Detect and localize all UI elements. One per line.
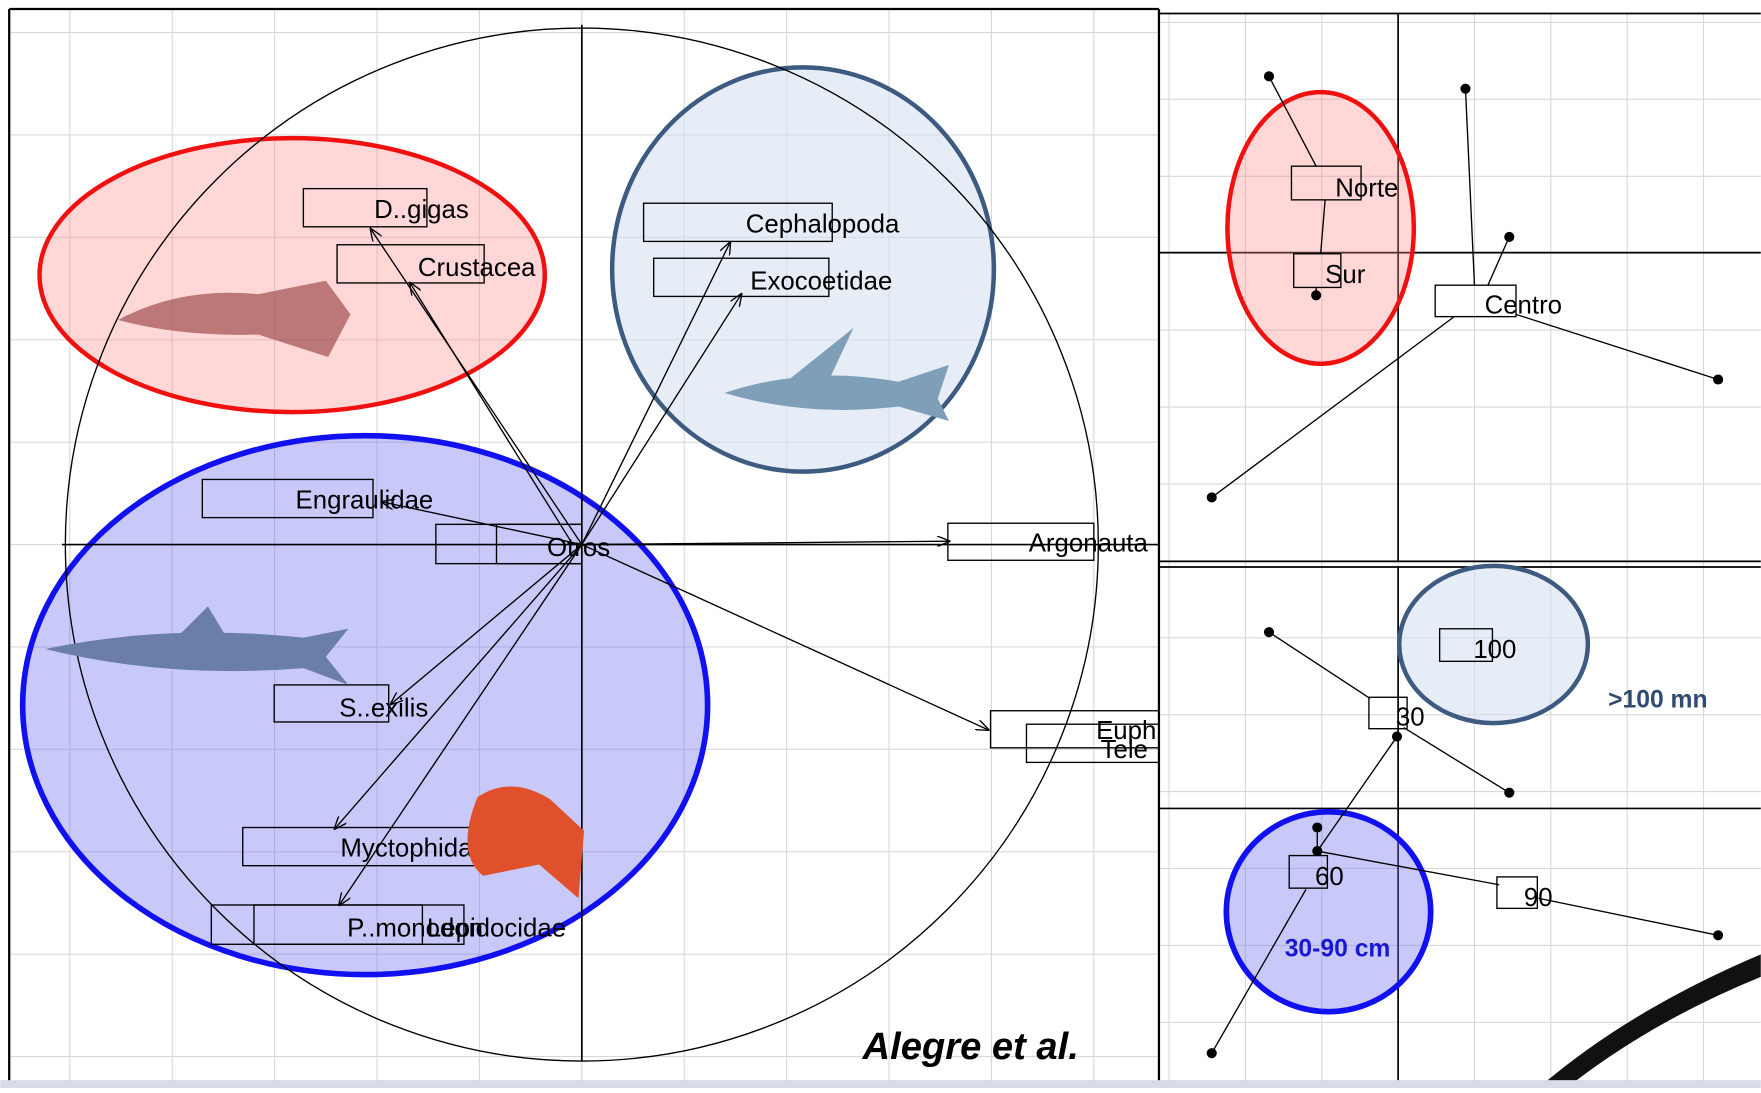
variable-label: Crustacea	[418, 254, 536, 282]
size-label: 60	[1315, 863, 1344, 891]
variable-label: Otros	[547, 534, 610, 562]
zone-label: Sur	[1325, 261, 1366, 289]
zone-panel: Norte Sur Centro	[1158, 12, 1761, 563]
variable-label: Lepidocidae	[427, 914, 566, 942]
variable-label: Myctophidae	[340, 835, 486, 863]
variable-label: Exocoetidae	[750, 268, 892, 296]
zone-label: Norte	[1335, 174, 1398, 202]
variable-label: Tele	[1101, 736, 1148, 764]
cluster-red	[37, 135, 548, 415]
arrows	[335, 229, 988, 905]
annotation: >100 mn	[1608, 686, 1708, 713]
credit: Alegre et al.	[862, 1025, 1079, 1068]
annotation: 30-90 cm	[1285, 936, 1391, 963]
variable-label: P..monodon	[347, 914, 483, 942]
flyingfish-icon	[724, 327, 949, 422]
size-panel: 100 30 60 90 >100 mn 30-90 cm	[1158, 563, 1761, 1088]
crab-icon	[467, 786, 585, 899]
size-label: 30	[1396, 703, 1425, 731]
anchovy-icon	[45, 606, 349, 685]
variable-label: S..exilis	[339, 694, 428, 722]
squid-icon	[118, 280, 351, 358]
cluster-steel	[609, 65, 997, 474]
variable-label: Argonauta	[1029, 529, 1149, 557]
variable-label: D..gigas	[374, 196, 469, 224]
variable-label: Engraulidae	[296, 487, 434, 515]
left-panel: D..gigas Crustacea Cephalopoda Exocoetid…	[19, 24, 1159, 1062]
decoration	[1538, 954, 1761, 1088]
bottom-bar	[0, 1080, 1761, 1088]
variable-label: Cephalopoda	[746, 210, 900, 238]
size-label: 90	[1524, 884, 1553, 912]
size-label: 100	[1473, 636, 1516, 664]
variable-label: Euph	[1096, 717, 1156, 745]
zone-label: Centro	[1485, 291, 1562, 319]
